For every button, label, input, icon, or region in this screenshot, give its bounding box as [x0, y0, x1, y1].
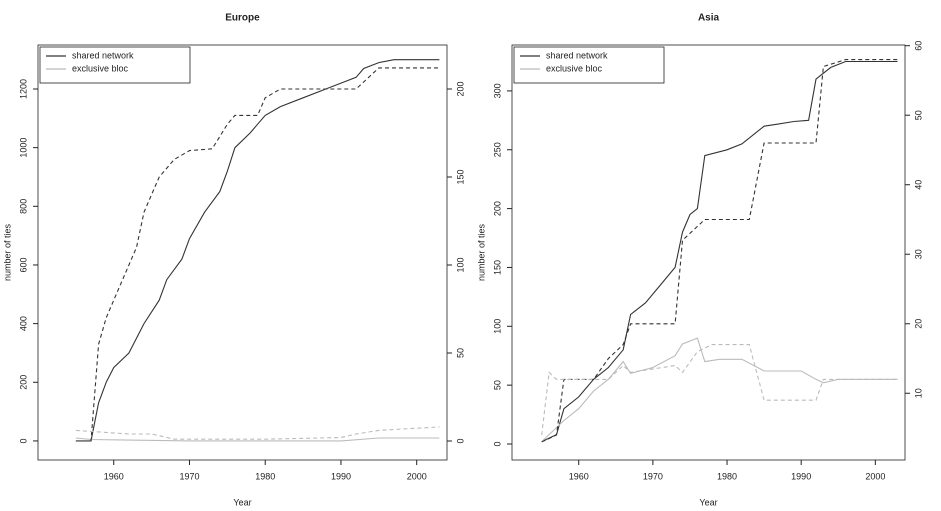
y-tick-label: 300: [492, 83, 502, 98]
y-tick-label: 1000: [18, 138, 28, 158]
x-tick-label: 2000: [407, 471, 427, 481]
y-tick-label: 100: [492, 319, 502, 334]
legend-label: shared network: [546, 50, 608, 60]
y-tick-label: 400: [18, 316, 28, 331]
y-tick-label: 200: [18, 375, 28, 390]
x-tick-label: 1960: [569, 471, 589, 481]
x-axis-label: Year: [699, 497, 717, 507]
chart-title: Europe: [225, 13, 260, 24]
x-tick-label: 1980: [255, 471, 275, 481]
y-axis-label: number of ties: [2, 223, 12, 281]
chart-title: Asia: [698, 13, 720, 24]
x-axis-label: Year: [233, 497, 251, 507]
y2-tick-label: 20: [913, 319, 923, 329]
series-line: [75, 426, 440, 440]
y-tick-label: 50: [492, 380, 502, 390]
y2-tick-label: 60: [913, 41, 923, 51]
y-axis-label: number of ties: [476, 223, 486, 281]
x-tick-label: 1980: [717, 471, 737, 481]
series-line: [541, 60, 898, 443]
series-line: [75, 437, 440, 442]
y2-tick-label: 50: [913, 110, 923, 120]
series-line: [541, 337, 898, 442]
x-tick-label: 1960: [104, 471, 124, 481]
legend-box: [39, 46, 191, 84]
legend-label: shared network: [72, 50, 134, 60]
plot-frame: [37, 44, 448, 461]
plot-frame: [511, 44, 906, 461]
y2-tick-label: 10: [913, 388, 923, 398]
y-tick-label: 0: [492, 441, 502, 446]
legend-label: exclusive bloc: [72, 63, 129, 73]
x-tick-label: 1990: [791, 471, 811, 481]
y-tick-label: 250: [492, 142, 502, 157]
y-tick-label: 150: [492, 260, 502, 275]
y2-tick-label: 150: [455, 169, 465, 184]
y-tick-label: 1200: [18, 79, 28, 99]
series-line: [75, 67, 440, 442]
x-tick-label: 1970: [179, 471, 199, 481]
legend-box: [513, 46, 665, 84]
y2-tick-label: 50: [455, 348, 465, 358]
x-tick-label: 2000: [865, 471, 885, 481]
y-tick-label: 800: [18, 199, 28, 214]
y-tick-label: 0: [18, 438, 28, 443]
x-tick-label: 1990: [331, 471, 351, 481]
y2-tick-label: 40: [913, 180, 923, 190]
legend-label: exclusive bloc: [546, 63, 603, 73]
series-line: [541, 344, 898, 436]
series-line: [541, 59, 898, 443]
y-tick-label: 600: [18, 257, 28, 272]
y-tick-label: 200: [492, 201, 502, 216]
y2-tick-label: 100: [455, 257, 465, 272]
y2-tick-label: 30: [913, 249, 923, 259]
y2-tick-label: 0: [455, 438, 465, 443]
x-tick-label: 1970: [643, 471, 663, 481]
series-line: [75, 59, 440, 442]
y2-tick-label: 200: [455, 81, 465, 96]
